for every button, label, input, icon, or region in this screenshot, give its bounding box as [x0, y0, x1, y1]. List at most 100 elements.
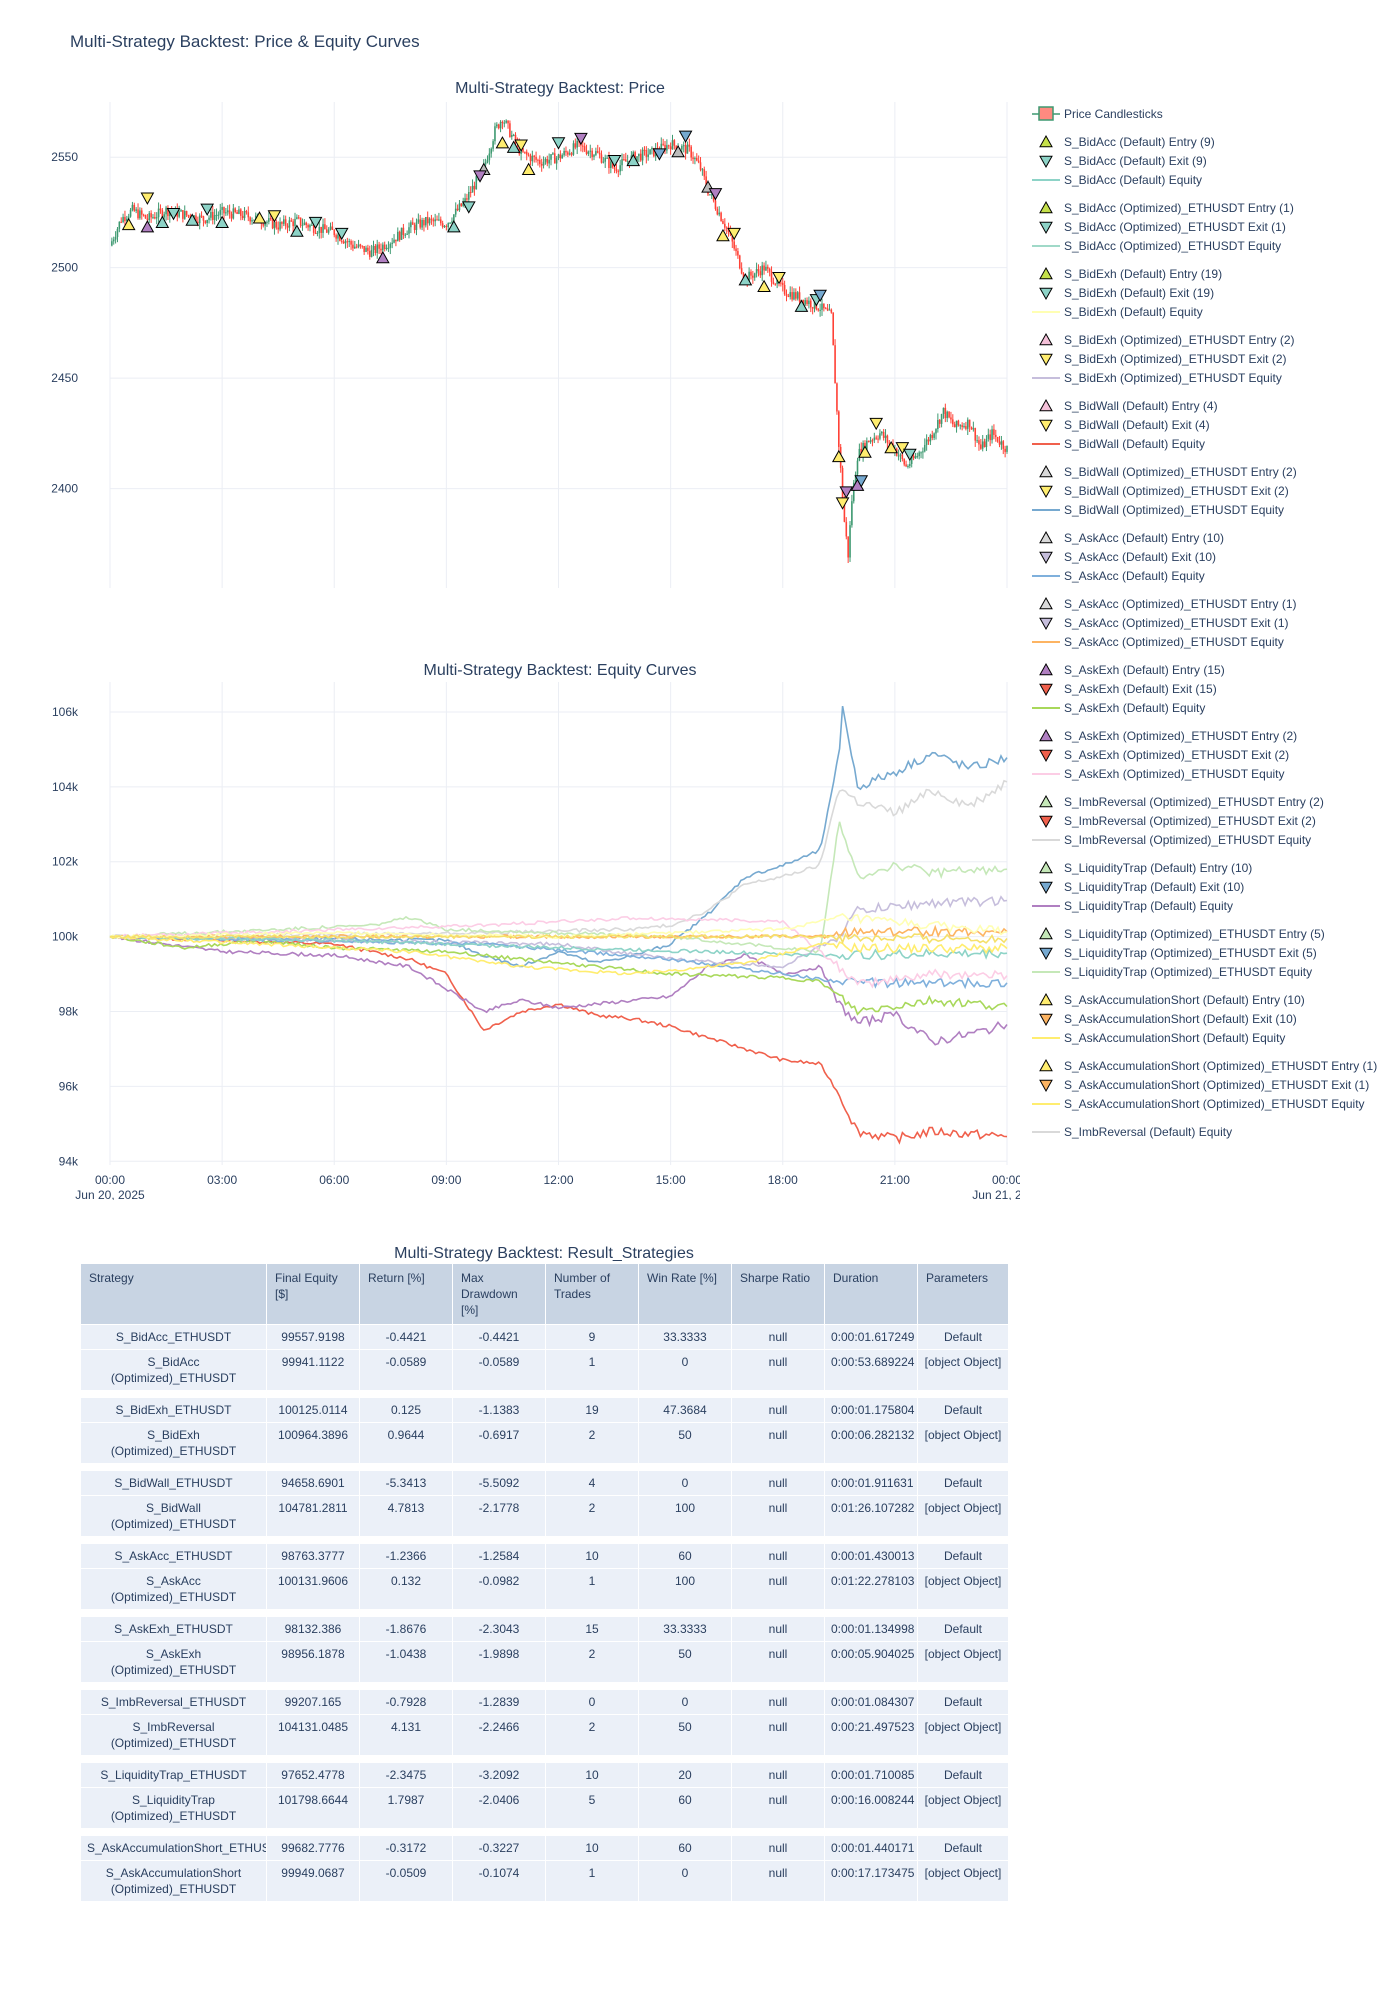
candlestick — [505, 119, 507, 124]
legend-item[interactable]: S_LiquidityTrap (Default) Exit (10) — [1030, 877, 1390, 896]
legend-item[interactable]: S_ImbReversal (Optimized)_ETHUSDT Entry … — [1030, 792, 1390, 811]
legend-item[interactable]: S_BidExh (Optimized)_ETHUSDT Exit (2) — [1030, 349, 1390, 368]
candlestick — [284, 215, 287, 230]
candlestick — [925, 434, 928, 451]
legend-item[interactable]: S_BidAcc (Optimized)_ETHUSDT Entry (1) — [1030, 198, 1390, 217]
candlestick — [858, 443, 861, 462]
candlestick — [1006, 445, 1008, 454]
column-header: Strategy — [80, 1263, 267, 1325]
legend-item[interactable]: S_AskExh (Default) Entry (15) — [1030, 660, 1390, 679]
legend-item[interactable]: S_LiquidityTrap (Default) Entry (10) — [1030, 858, 1390, 877]
candlestick — [948, 411, 950, 419]
legend-item[interactable]: Price Candlesticks — [1030, 104, 1390, 123]
legend-item[interactable]: S_AskAcc (Default) Exit (10) — [1030, 547, 1390, 566]
legend-item[interactable]: S_AskAccumulationShort (Default) Exit (1… — [1030, 1009, 1390, 1028]
legend-item[interactable]: S_LiquidityTrap (Default) Equity — [1030, 896, 1390, 915]
candlestick — [638, 153, 640, 163]
candlestick — [329, 222, 332, 231]
legend-item[interactable]: S_BidWall (Optimized)_ETHUSDT Equity — [1030, 500, 1390, 519]
legend-item[interactable]: S_BidExh (Optimized)_ETHUSDT Entry (2) — [1030, 330, 1390, 349]
legend-item[interactable]: S_BidWall (Optimized)_ETHUSDT Entry (2) — [1030, 462, 1390, 481]
legend-item[interactable]: S_BidAcc (Default) Entry (9) — [1030, 132, 1390, 151]
table-cell: 10 — [545, 1828, 639, 1861]
legend-item[interactable]: S_ImbReversal (Default) Equity — [1030, 1122, 1390, 1141]
candlestick — [210, 208, 212, 221]
candlestick — [598, 147, 601, 159]
candlestick — [327, 227, 330, 235]
legend-item[interactable]: S_AskAcc (Optimized)_ETHUSDT Equity — [1030, 632, 1390, 651]
legend-marker — [1039, 1058, 1053, 1072]
candlestick — [268, 211, 270, 225]
table-cell: -3.2092 — [452, 1755, 546, 1788]
legend-item[interactable]: S_AskAcc (Default) Entry (10) — [1030, 528, 1390, 547]
candlestick — [159, 204, 162, 214]
candlestick — [290, 217, 293, 222]
legend-marker-icon — [1039, 992, 1053, 1006]
legend-marker — [1039, 596, 1053, 610]
equity-y-tick: 94k — [59, 1154, 79, 1168]
legend-item[interactable]: S_BidAcc (Optimized)_ETHUSDT Equity — [1030, 236, 1390, 255]
legend-item[interactable]: S_BidExh (Default) Equity — [1030, 302, 1390, 321]
legend-line-icon — [1032, 1037, 1060, 1039]
legend-item[interactable]: S_AskAcc (Default) Equity — [1030, 566, 1390, 585]
table-cell: 100 — [638, 1568, 732, 1614]
legend-item[interactable]: S_BidWall (Default) Entry (4) — [1030, 396, 1390, 415]
legend-item[interactable]: S_ImbReversal (Optimized)_ETHUSDT Equity — [1030, 830, 1390, 849]
candlestick — [849, 521, 851, 562]
legend-item[interactable]: S_AskExh (Optimized)_ETHUSDT Entry (2) — [1030, 726, 1390, 745]
table-cell: 60 — [638, 1536, 732, 1569]
strategy-name-line: S_BidWall — [146, 1501, 201, 1515]
legend-item[interactable]: S_AskAccumulationShort (Default) Equity — [1030, 1028, 1390, 1047]
legend-item[interactable]: S_AskAcc (Optimized)_ETHUSDT Entry (1) — [1030, 594, 1390, 613]
legend-item[interactable]: S_BidExh (Default) Entry (19) — [1030, 264, 1390, 283]
equity-line — [109, 932, 1008, 945]
column-header: Sharpe Ratio — [731, 1263, 825, 1325]
legend-item[interactable]: S_AskExh (Default) Exit (15) — [1030, 679, 1390, 698]
column-header: Win Rate [%] — [638, 1263, 732, 1325]
candlestick — [318, 220, 321, 239]
legend-marker — [1039, 419, 1053, 433]
legend-item[interactable]: S_AskAccumulationShort (Default) Entry (… — [1030, 990, 1390, 1009]
candlestick — [533, 154, 536, 163]
candlestick — [150, 210, 152, 223]
legend-item[interactable]: S_AskAccumulationShort (Optimized)_ETHUS… — [1030, 1094, 1390, 1113]
legend-item[interactable]: S_BidExh (Optimized)_ETHUSDT Equity — [1030, 368, 1390, 387]
legend-marker-icon — [1039, 683, 1053, 697]
candlestick — [619, 159, 621, 176]
legend-item[interactable]: S_AskAccumulationShort (Optimized)_ETHUS… — [1030, 1075, 1390, 1094]
candlestick — [389, 242, 392, 255]
legend-item[interactable]: S_BidAcc (Default) Exit (9) — [1030, 151, 1390, 170]
legend-item[interactable]: S_BidExh (Default) Exit (19) — [1030, 283, 1390, 302]
candlestick — [535, 151, 537, 163]
legend-item[interactable]: S_BidAcc (Default) Equity — [1030, 170, 1390, 189]
legend-item[interactable]: S_AskAcc (Optimized)_ETHUSDT Exit (1) — [1030, 613, 1390, 632]
legend-item[interactable]: S_LiquidityTrap (Optimized)_ETHUSDT Entr… — [1030, 924, 1390, 943]
table-cell: 0:00:01.175804 — [824, 1390, 918, 1423]
legend-item[interactable]: S_AskExh (Optimized)_ETHUSDT Exit (2) — [1030, 745, 1390, 764]
table-cell: 50 — [638, 1422, 732, 1468]
legend-item[interactable]: S_BidWall (Default) Equity — [1030, 434, 1390, 453]
candlestick — [804, 297, 806, 306]
candlestick — [697, 155, 700, 164]
legend-item[interactable]: S_LiquidityTrap (Optimized)_ETHUSDT Equi… — [1030, 962, 1390, 981]
legend-marker — [1039, 266, 1053, 280]
candlestick — [841, 465, 844, 501]
legend-group: S_BidExh (Optimized)_ETHUSDT Entry (2) S_… — [1030, 330, 1390, 387]
legend-item[interactable]: S_ImbReversal (Optimized)_ETHUSDT Exit (… — [1030, 811, 1390, 830]
legend-item[interactable]: S_BidWall (Optimized)_ETHUSDT Exit (2) — [1030, 481, 1390, 500]
legend-marker — [1039, 200, 1053, 214]
table-cell: 97652.4778 — [266, 1755, 360, 1788]
legend-item[interactable]: S_BidWall (Default) Exit (4) — [1030, 415, 1390, 434]
candlestick — [583, 142, 586, 152]
legend-item[interactable]: S_AskAccumulationShort (Optimized)_ETHUS… — [1030, 1056, 1390, 1075]
x-tick-time: 00:00 — [992, 1173, 1020, 1187]
legend-item[interactable]: S_AskExh (Default) Equity — [1030, 698, 1390, 717]
candlestick — [357, 239, 360, 249]
table-cell: 2 — [545, 1495, 639, 1541]
table-cell: 1 — [545, 1860, 639, 1902]
legend-item[interactable]: S_BidAcc (Optimized)_ETHUSDT Exit (1) — [1030, 217, 1390, 236]
exit-marker — [200, 203, 215, 216]
legend-item[interactable]: S_LiquidityTrap (Optimized)_ETHUSDT Exit… — [1030, 943, 1390, 962]
table-row: S_LiquidityTrap (Optimized)_ETHUSDT 101798… — [80, 1787, 1009, 1833]
legend-item[interactable]: S_AskExh (Optimized)_ETHUSDT Equity — [1030, 764, 1390, 783]
